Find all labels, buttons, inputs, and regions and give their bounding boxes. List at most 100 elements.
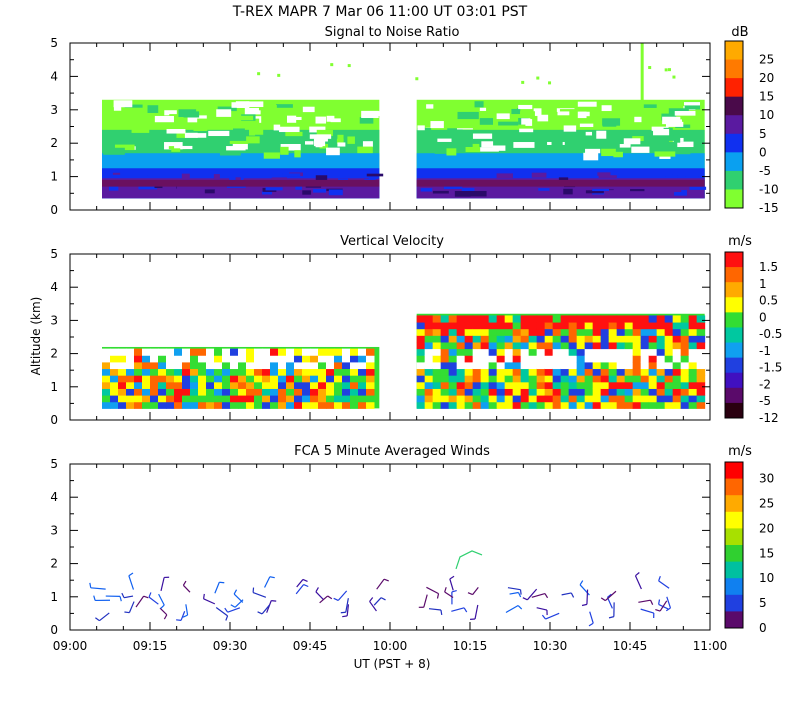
vv-cell — [513, 382, 522, 389]
snr-texture-cell — [276, 104, 293, 108]
vv-cell — [617, 375, 626, 382]
vv-cell — [465, 375, 474, 382]
snr-texture-cell — [185, 103, 206, 109]
vv-cell — [238, 375, 247, 382]
colorbar-label: 10 — [759, 571, 774, 585]
vv-cell — [689, 369, 698, 376]
vv-cell — [537, 315, 546, 322]
vv-cell — [278, 349, 287, 356]
snr-texture-cell — [580, 124, 593, 127]
vv-cell — [649, 402, 658, 409]
vv-cell — [625, 349, 634, 356]
vv-cell — [641, 315, 650, 322]
vv-cell — [246, 349, 255, 356]
snr-texture-cell — [421, 188, 433, 191]
vv-cell — [425, 395, 434, 402]
vv-cell — [593, 349, 602, 356]
vv-cell — [286, 382, 295, 389]
vv-cell — [529, 322, 538, 329]
vv-cell — [102, 375, 111, 382]
vv-cell — [366, 402, 375, 409]
vv-cell — [206, 355, 215, 362]
vv-cell — [417, 375, 426, 382]
vv-cell — [190, 369, 199, 376]
vv-cell — [246, 395, 255, 402]
snr-texture-cell — [666, 122, 683, 127]
vv-cell — [246, 375, 255, 382]
vv-cell — [417, 349, 426, 356]
vv-cell — [649, 369, 658, 376]
vv-cell — [697, 375, 706, 382]
vv-cell — [465, 329, 474, 336]
vv-cell — [697, 335, 706, 342]
snr-texture-cell — [162, 186, 176, 190]
vv-cell — [513, 322, 522, 329]
snr-texture-cell — [303, 107, 315, 112]
vv-cell — [433, 322, 442, 329]
colorbar-label: 0 — [759, 621, 767, 635]
colorbar-swatch — [725, 171, 743, 190]
colorbar-label: -12 — [759, 411, 779, 425]
vv-cell — [617, 395, 626, 402]
vv-cell — [294, 349, 303, 356]
vv-cell — [318, 349, 327, 356]
vv-cell — [465, 335, 474, 342]
vv-cell — [166, 355, 175, 362]
snr-texture-cell — [475, 101, 484, 107]
vv-cell — [529, 355, 538, 362]
vv-cell — [150, 375, 159, 382]
vv-cell — [417, 382, 426, 389]
vv-cell — [214, 355, 223, 362]
vv-cell — [358, 402, 367, 409]
vv-panel-title: Vertical Velocity — [340, 234, 444, 249]
vv-cell — [585, 402, 594, 409]
vv-cell — [190, 349, 199, 356]
vv-cell — [561, 382, 570, 389]
vv-cell — [310, 362, 319, 369]
vv-cell — [302, 349, 311, 356]
vv-cell — [286, 388, 295, 395]
colorbar-swatch — [725, 403, 743, 419]
vv-cell — [134, 369, 143, 376]
vv-cell — [142, 362, 151, 369]
y-tick-label: 0 — [50, 623, 58, 637]
vv-colorbar-units: m/s — [728, 234, 752, 249]
snr-texture-cell — [268, 105, 277, 108]
vv-cell — [358, 375, 367, 382]
vv-cell — [254, 395, 263, 402]
vv-cell — [441, 375, 450, 382]
vv-cell — [489, 315, 498, 322]
vv-cell — [342, 382, 351, 389]
colorbar-label: 1 — [759, 277, 767, 291]
vv-cell — [577, 362, 586, 369]
colorbar-swatch — [725, 495, 743, 512]
vv-cell — [593, 342, 602, 349]
snr-texture-cell — [426, 104, 433, 108]
y-tick-label: 3 — [50, 313, 58, 327]
snr-texture-cell — [285, 132, 302, 136]
colorbar-swatch — [725, 343, 743, 359]
vv-cell — [689, 335, 698, 342]
vv-cell — [569, 349, 578, 356]
vv-cell — [118, 395, 127, 402]
vv-cell — [489, 355, 498, 362]
vv-cell — [118, 355, 127, 362]
vv-cell — [521, 315, 530, 322]
vv-cell — [222, 349, 231, 356]
vv-cell — [417, 315, 426, 322]
vv-cell — [174, 375, 183, 382]
vv-cell — [585, 369, 594, 376]
vv-cell — [102, 369, 111, 376]
colorbar-swatch — [725, 528, 743, 545]
vv-cell — [665, 329, 674, 336]
vv-cell — [561, 362, 570, 369]
vv-cell — [497, 329, 506, 336]
vv-cell — [366, 388, 375, 395]
x-tick-label: 09:15 — [133, 639, 168, 653]
vv-cell — [262, 395, 271, 402]
snr-texture-cell — [592, 189, 609, 191]
snr-texture-cell — [264, 152, 280, 158]
snr-texture-cell — [634, 117, 641, 122]
vv-cell — [553, 395, 562, 402]
vv-cell — [182, 369, 191, 376]
